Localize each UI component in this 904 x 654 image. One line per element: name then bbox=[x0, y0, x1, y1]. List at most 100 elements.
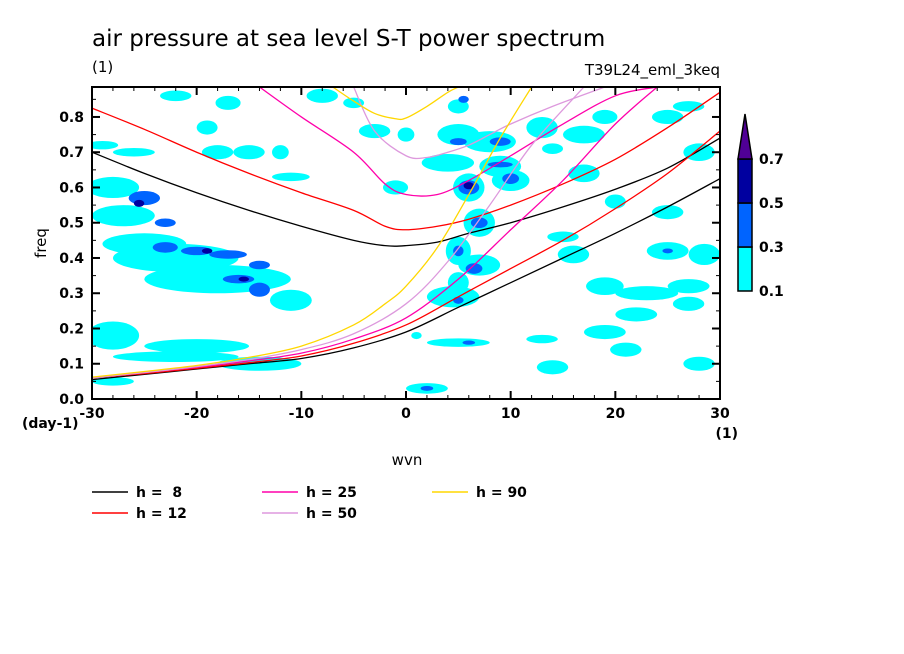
curve-90-upper bbox=[332, 87, 459, 121]
x-tick-label: 20 bbox=[606, 406, 626, 422]
contour-blob bbox=[447, 99, 469, 114]
y-tick-label: 0.8 bbox=[59, 110, 84, 126]
contour-blob bbox=[672, 296, 705, 311]
contour-blob bbox=[426, 286, 480, 308]
colorbar-segment bbox=[737, 158, 753, 204]
legend-label: h = 90 bbox=[476, 485, 527, 501]
contour-blob bbox=[610, 342, 642, 357]
legend-label: h = 12 bbox=[136, 506, 187, 522]
contour-blob bbox=[112, 147, 155, 157]
contour-blob bbox=[249, 260, 270, 270]
contour-blob bbox=[662, 248, 673, 254]
contour-blob bbox=[615, 307, 658, 322]
chart-subtitle-left: (1) bbox=[92, 58, 113, 76]
contour-blob bbox=[458, 95, 469, 103]
contour-blob bbox=[421, 153, 475, 172]
contour-blob bbox=[196, 120, 218, 135]
contour-blob bbox=[453, 245, 464, 257]
contour-blob bbox=[209, 250, 247, 259]
colorbar-label: 0.5 bbox=[759, 196, 784, 212]
legend-label: h = 50 bbox=[306, 506, 357, 522]
legend: h = 8 h = 12 h = 25 h = 50 h = 90 bbox=[92, 485, 527, 522]
colorbar-label: 0.1 bbox=[759, 284, 784, 300]
y-tick-label: 0.7 bbox=[59, 145, 84, 161]
contour-blob bbox=[683, 356, 715, 371]
contour-blob bbox=[160, 90, 192, 102]
curve-25-lower bbox=[92, 87, 658, 379]
contour-blob bbox=[526, 334, 558, 344]
contour-blob bbox=[592, 109, 618, 125]
contour-blob bbox=[667, 279, 710, 294]
contour-blob bbox=[382, 180, 409, 195]
x-tick-label: 0 bbox=[401, 406, 411, 422]
contour-blob bbox=[683, 143, 715, 162]
contour-blob bbox=[92, 377, 134, 386]
x-tick-label: -10 bbox=[289, 406, 315, 422]
y-tick-label: 0.1 bbox=[59, 357, 84, 373]
y-axis-label: freq bbox=[32, 228, 50, 258]
curve-12-upper bbox=[92, 91, 720, 231]
x-tick-label: -20 bbox=[184, 406, 210, 422]
colorbar-label: 0.7 bbox=[759, 152, 784, 168]
contour-blob bbox=[92, 321, 140, 350]
legend-label: h = 8 bbox=[136, 485, 182, 501]
contour-blob bbox=[201, 145, 234, 160]
contour-blob bbox=[563, 125, 605, 144]
contour-blob bbox=[272, 145, 289, 160]
contour-blob bbox=[426, 338, 490, 347]
dispersion-curves bbox=[92, 87, 720, 381]
contour-blob bbox=[651, 205, 684, 220]
x-axis-label: wvn bbox=[392, 451, 423, 469]
colorbar: 0.1 0.3 0.5 0.7 bbox=[737, 113, 784, 300]
contour-blob bbox=[215, 95, 241, 110]
curve-12-lower bbox=[92, 130, 720, 379]
y-tick-label: 0.6 bbox=[59, 180, 84, 196]
contour-blob bbox=[397, 127, 415, 142]
contour-blob bbox=[420, 385, 434, 391]
x-tick-label: -30 bbox=[79, 406, 105, 422]
contour-blob bbox=[536, 360, 569, 375]
contour-blob bbox=[128, 191, 161, 206]
contour-blob bbox=[465, 263, 483, 274]
contour-blob bbox=[547, 231, 579, 243]
contour-blob bbox=[92, 140, 119, 150]
colorbar-segment bbox=[737, 246, 753, 292]
contour-blob bbox=[154, 218, 176, 227]
legend-label: h = 25 bbox=[306, 485, 357, 501]
axis-ticks: -30 -20 -10 0 10 20 30 0.0 0.1 0.2 0.3 0.4 0.5 0.6 0.7… bbox=[59, 87, 730, 422]
y-tick-label: 0.3 bbox=[59, 286, 84, 302]
contour-blob bbox=[238, 276, 249, 282]
curve-25-upper bbox=[259, 87, 658, 197]
contour-blob bbox=[586, 277, 624, 295]
y-tick-label: 0.5 bbox=[59, 216, 84, 232]
contour-blob bbox=[462, 340, 476, 345]
contour-blob bbox=[526, 116, 558, 139]
contour-blob bbox=[583, 324, 626, 340]
colorbar-extend-arrow bbox=[737, 113, 753, 160]
contour-blob bbox=[112, 351, 239, 362]
y-unit-label: (day-1) bbox=[22, 416, 79, 432]
colorbar-segment bbox=[737, 202, 753, 248]
contour-blob bbox=[651, 109, 684, 125]
contour-blob bbox=[217, 356, 302, 371]
x-unit-label: (1) bbox=[715, 426, 738, 442]
contour-blob bbox=[133, 199, 145, 207]
curve-90-lower bbox=[92, 87, 533, 378]
contour-blob bbox=[411, 332, 422, 340]
curve-50-lower bbox=[92, 87, 585, 379]
x-tick-label: 30 bbox=[710, 406, 730, 422]
curve-8-upper bbox=[92, 137, 720, 247]
contour-blob bbox=[152, 242, 178, 253]
contour-blob bbox=[306, 88, 338, 103]
contour-blob bbox=[688, 243, 720, 266]
contour-blob bbox=[92, 205, 155, 227]
curve-50-upper bbox=[353, 87, 606, 160]
contour-blob bbox=[269, 289, 312, 311]
y-tick-label: 0.4 bbox=[59, 251, 84, 267]
contour-blob bbox=[489, 137, 511, 146]
colorbar-label: 0.3 bbox=[759, 240, 784, 256]
contour-blob bbox=[233, 145, 265, 160]
contour-blob bbox=[542, 143, 563, 154]
chart-subtitle-right: T39L24_eml_3keq bbox=[584, 61, 720, 80]
